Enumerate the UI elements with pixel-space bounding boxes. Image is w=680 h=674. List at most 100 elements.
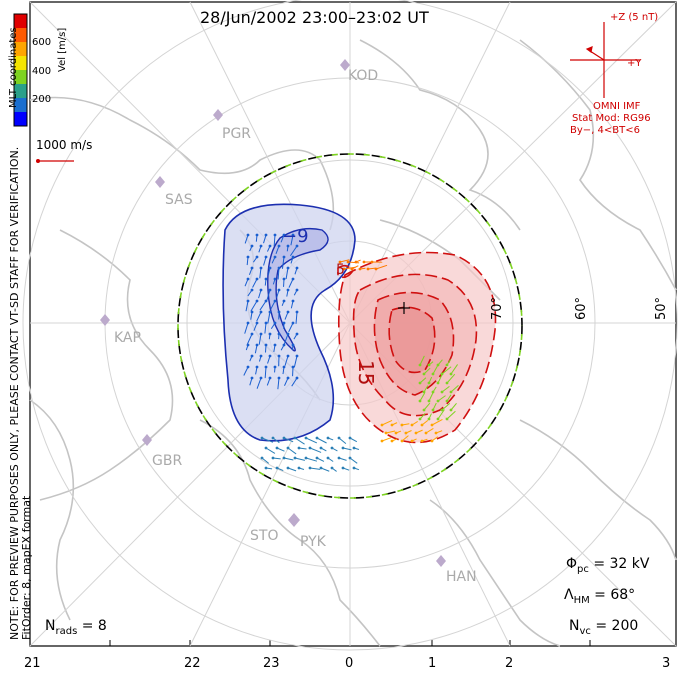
vector-line bbox=[295, 311, 298, 324]
vector-line bbox=[450, 364, 458, 375]
vector-origin bbox=[330, 466, 334, 470]
vector-origin bbox=[259, 332, 263, 336]
vector-origin bbox=[268, 332, 272, 336]
axis-ticks bbox=[29, 640, 591, 646]
vector-origin bbox=[273, 365, 277, 369]
vector-origin bbox=[250, 266, 254, 270]
vector-origin bbox=[348, 456, 352, 460]
vector-line bbox=[256, 311, 262, 322]
vector-origin bbox=[295, 266, 299, 270]
vector-line bbox=[437, 373, 443, 384]
vector-origin bbox=[286, 466, 290, 470]
small-contour-label: 5 bbox=[336, 262, 345, 278]
vector-line bbox=[342, 447, 352, 451]
vector-origin bbox=[430, 439, 434, 443]
vector-origin bbox=[264, 343, 268, 347]
vector-origin bbox=[390, 423, 394, 427]
vector-origin bbox=[264, 466, 268, 470]
stat-phi-symbol: Φ bbox=[566, 556, 578, 572]
vector-origin bbox=[431, 408, 435, 412]
colorbar-segment bbox=[14, 14, 27, 28]
vector-origin bbox=[277, 354, 281, 358]
stat-lambda-value: = 68° bbox=[589, 587, 636, 603]
site-label-sto: STO bbox=[250, 528, 279, 544]
vector-origin bbox=[380, 423, 384, 427]
vector-line bbox=[294, 437, 305, 445]
vector-origin bbox=[282, 365, 286, 369]
vector-line bbox=[316, 437, 327, 444]
vector-origin bbox=[250, 288, 254, 292]
vector-line bbox=[432, 365, 439, 375]
vector-line bbox=[277, 267, 280, 280]
dawn-cell bbox=[337, 251, 497, 444]
mlt-tick-22: 22 bbox=[184, 656, 201, 671]
vector-origin bbox=[259, 376, 263, 380]
vector-origin bbox=[255, 299, 259, 303]
vector-origin bbox=[431, 372, 435, 376]
imf-condition-label: By−, 4<BT<6 bbox=[570, 125, 640, 136]
vector-origin bbox=[374, 267, 378, 271]
vector-line bbox=[266, 289, 271, 301]
vector-origin bbox=[293, 456, 297, 460]
vector-origin bbox=[449, 390, 453, 394]
vector-origin bbox=[275, 466, 279, 470]
map-frame bbox=[29, 1, 677, 647]
vector-origin bbox=[291, 233, 295, 237]
vector-origin bbox=[259, 288, 263, 292]
vector-origin bbox=[246, 233, 250, 237]
vector-origin bbox=[286, 310, 290, 314]
vector-line bbox=[450, 385, 459, 393]
vector-origin bbox=[277, 288, 281, 292]
vector-origin bbox=[427, 381, 431, 385]
vector-origin bbox=[352, 446, 356, 450]
vector-line bbox=[305, 457, 318, 462]
vector-line bbox=[338, 437, 347, 444]
vector-origin bbox=[430, 423, 434, 427]
lat-label-50: 50° bbox=[654, 296, 669, 320]
vector-origin bbox=[427, 399, 431, 403]
vector-line bbox=[446, 373, 456, 384]
imf-y-label: +Y bbox=[627, 58, 642, 69]
vector-origin bbox=[250, 354, 254, 358]
vector-origin bbox=[291, 299, 295, 303]
colorbar-frame bbox=[13, 13, 28, 127]
vector-line bbox=[441, 403, 451, 411]
vector-line bbox=[281, 256, 285, 269]
vector-origin bbox=[436, 399, 440, 403]
vector-origin bbox=[282, 255, 286, 259]
vector-origin bbox=[308, 466, 312, 470]
vector-origin bbox=[264, 299, 268, 303]
site-label-kap: KAP bbox=[114, 330, 141, 346]
vector-line bbox=[381, 437, 392, 442]
vector-origin bbox=[255, 277, 259, 281]
vector-origin bbox=[264, 233, 268, 237]
velocity-colorbar bbox=[14, 14, 27, 126]
vector-origin bbox=[277, 376, 281, 380]
vector-origin bbox=[338, 260, 342, 264]
vector-origin bbox=[291, 255, 295, 259]
vector-origin bbox=[260, 436, 264, 440]
vector-origin bbox=[390, 439, 394, 443]
vector-origin bbox=[297, 446, 301, 450]
vector-line bbox=[381, 419, 393, 426]
vector-origin bbox=[366, 267, 370, 271]
coords-note: MLT coordinates bbox=[8, 27, 19, 108]
colorbar-tick-400: 400 bbox=[32, 66, 52, 77]
scale-vector bbox=[36, 159, 74, 163]
vector-line bbox=[423, 402, 431, 411]
vector-origin bbox=[273, 343, 277, 347]
stat-lambda-symbol: Λ bbox=[564, 587, 574, 603]
vector-origin bbox=[352, 466, 356, 470]
vector-origin bbox=[420, 439, 424, 443]
vector-line bbox=[294, 457, 306, 461]
vector-origin bbox=[342, 267, 346, 271]
mlt-tick-1: 1 bbox=[428, 656, 437, 671]
colorbar-segment bbox=[14, 56, 27, 70]
vector-origin bbox=[295, 244, 299, 248]
vector-origin bbox=[273, 233, 277, 237]
mlt-tick-3: 3 bbox=[662, 656, 671, 671]
imf-model-label: Stat Mod: RG96 bbox=[572, 113, 651, 124]
vector-origin bbox=[337, 436, 341, 440]
vector-line bbox=[246, 333, 253, 345]
vector-origin bbox=[286, 244, 290, 248]
